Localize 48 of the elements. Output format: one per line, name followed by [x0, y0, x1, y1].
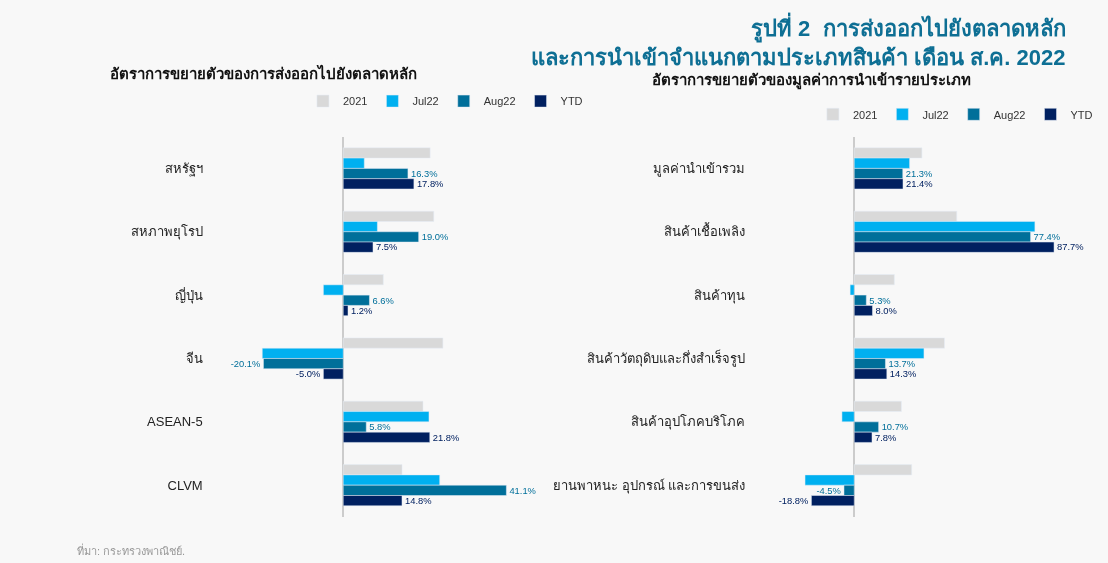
y-tick-label: ยานพาหนะ อุปกรณ์ และการขนส่ง — [552, 477, 746, 494]
y-tick-label: CLVM — [167, 477, 203, 493]
legend-label: Jul22 — [412, 95, 439, 108]
data-label: 41.1% — [509, 485, 536, 496]
y-tick-label: สหภาพยุโรป — [130, 224, 203, 241]
legend-label: Aug22 — [483, 95, 516, 108]
chart-title: รูปที่ 2 การส่งออกไปยังตลาดหลัก และการนำเข้าจำแนกตามประเภทสินค้า เดือน ส.ค. 2022 — [531, 12, 1066, 70]
data-label: 19.0% — [421, 232, 449, 243]
data-label: 21.3% — [905, 168, 933, 179]
data-label: -5.0% — [295, 369, 321, 380]
data-label: 5.8% — [369, 422, 391, 433]
data-label: 21.4% — [905, 179, 933, 190]
data-label: 16.3% — [410, 168, 438, 179]
y-tick-label: สินค้าเชื้อเพลิง — [664, 222, 746, 240]
y-tick-label: ญี่ปุ่น — [174, 286, 203, 304]
y-tick-label: สินค้าวัตถุดิบและกึ่งสำเร็จรูป — [587, 349, 746, 368]
data-label: -4.5% — [816, 485, 841, 496]
data-label: 77.4% — [1033, 232, 1061, 243]
chart-subtitle: อัตราการขยายตัวของมูลค่าการนำเข้ารายประเภท — [652, 71, 971, 90]
data-label: 5.3% — [869, 295, 891, 306]
y-tick-label: สินค้าทุน — [694, 287, 746, 304]
data-label: 7.5% — [376, 242, 398, 253]
data-label: 8.0% — [875, 305, 897, 316]
chart-subtitle: อัตราการขยายตัวของการส่งออกไปยังตลาดหลัก — [110, 64, 417, 82]
y-tick-label: สินค้าอุปโภคบริโภค — [631, 414, 746, 431]
data-label: 14.3% — [889, 369, 917, 380]
legend-label: Aug22 — [993, 108, 1026, 121]
data-label: -20.1% — [230, 358, 261, 369]
data-label: 17.8% — [416, 179, 444, 190]
data-label: 13.7% — [888, 358, 915, 369]
y-tick-label: จีน — [185, 351, 203, 367]
data-label: 21.8% — [432, 432, 460, 443]
data-label: 7.8% — [875, 432, 897, 443]
data-label: 1.2% — [350, 305, 373, 316]
y-tick-label: สหรัฐฯ — [164, 160, 203, 177]
data-label: 14.8% — [404, 495, 432, 506]
data-label: 6.6% — [372, 295, 394, 306]
y-tick-label: มูลค่านำเข้ารวม — [653, 160, 746, 177]
y-tick-label: ASEAN-5 — [147, 414, 203, 430]
legend-label: 2021 — [852, 108, 878, 121]
data-label: 10.7% — [881, 422, 909, 433]
legend-label: YTD — [1070, 108, 1093, 121]
data-label: 87.7% — [1057, 242, 1084, 253]
legend-label: YTD — [560, 95, 583, 108]
legend-label: 2021 — [342, 95, 368, 108]
data-label: -18.8% — [778, 495, 809, 506]
legend-label: Jul22 — [922, 108, 949, 121]
text: ที่มา: กระทรวงพาณิชย์. — [77, 543, 186, 557]
